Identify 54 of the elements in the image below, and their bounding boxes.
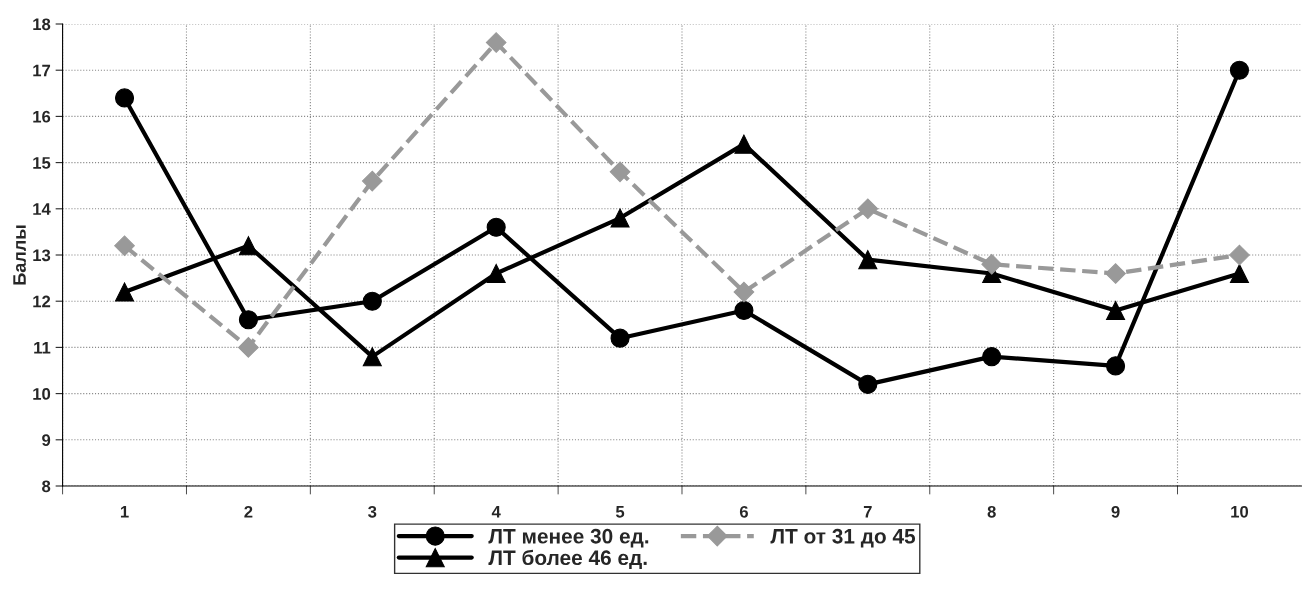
- x-tick-label: 9: [1111, 505, 1120, 518]
- y-tick-label: 9: [42, 434, 51, 446]
- y-tick-label: 8: [42, 480, 51, 493]
- legend-label: ЛТ менее 30 ед.: [488, 528, 649, 548]
- y-axis-title: Баллы: [13, 225, 26, 285]
- point: [1105, 263, 1126, 284]
- point: [362, 291, 382, 311]
- point: [734, 134, 754, 154]
- x-tick-label: 3: [368, 505, 377, 518]
- point: [609, 161, 631, 183]
- point: [981, 253, 1003, 275]
- point: [610, 208, 630, 228]
- point: [238, 310, 258, 330]
- point: [610, 328, 630, 348]
- x-tick-label: 7: [863, 506, 872, 518]
- point: [114, 88, 135, 108]
- x-tick-label: 5: [615, 506, 625, 518]
- legend-label: ЛТ более 46 ед.: [488, 549, 647, 570]
- point: [485, 32, 507, 53]
- point: [361, 170, 383, 192]
- point: [486, 263, 506, 284]
- x-tick-label: 8: [987, 505, 996, 518]
- x-tick-label: 1: [120, 506, 129, 518]
- point: [1229, 244, 1250, 266]
- y-tick-label: 11: [34, 341, 51, 354]
- point: [1229, 263, 1249, 284]
- legend-label: ЛТ от 31 до 45: [770, 528, 916, 548]
- point: [114, 235, 135, 257]
- point: [238, 236, 258, 256]
- point: [858, 250, 878, 270]
- x-tick-label: 4: [491, 506, 501, 518]
- x-tick-label: 10: [1231, 505, 1249, 518]
- point: [1106, 356, 1126, 376]
- x-tick-label: 2: [244, 505, 253, 518]
- point: [1106, 300, 1126, 320]
- point: [114, 282, 135, 302]
- y-tick-label: 13: [33, 249, 51, 262]
- y-tick-label: 12: [33, 295, 51, 308]
- x-tick-label: 6: [739, 505, 748, 518]
- point: [238, 337, 259, 358]
- y-tick-label: 17: [33, 64, 51, 77]
- y-tick-label: 16: [33, 110, 51, 123]
- y-tick-label: 18: [33, 18, 51, 31]
- point: [858, 374, 878, 394]
- y-tick-label: 10: [33, 388, 51, 400]
- point: [362, 347, 382, 367]
- point: [857, 198, 879, 220]
- point: [486, 217, 506, 237]
- point: [1229, 60, 1249, 80]
- y-tick-label: 14: [33, 203, 51, 215]
- y-tick-label: 15: [33, 157, 51, 169]
- point: [733, 281, 755, 303]
- point: [734, 300, 754, 320]
- point: [982, 347, 1002, 367]
